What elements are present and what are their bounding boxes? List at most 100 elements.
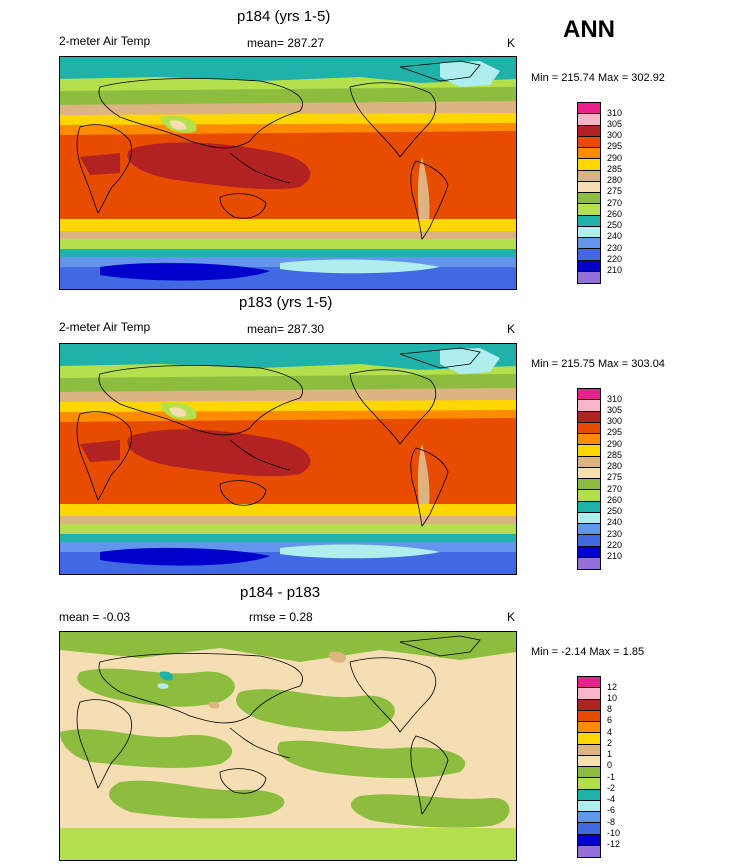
panel1-tick: 220 [607,254,623,264]
panel3-mean-label: mean = -0.03 [59,610,131,624]
panel1-map [59,56,517,290]
panel2-units: K [507,322,516,336]
panel2-swatch [578,400,600,412]
panel2-map [59,343,517,575]
panel3-tick: 1 [607,749,613,759]
panel2-tick: 275 [607,472,623,482]
panel3-swatch [578,733,600,745]
panel1-swatch [578,193,600,205]
panel2-swatch [578,512,600,524]
panel1-tick: 210 [607,265,623,275]
panel2-temperature-field [60,344,516,574]
panel2-tick: 270 [607,484,623,494]
panel2-swatch [578,501,600,513]
panel1-tick: 285 [607,164,623,174]
panel2-tick: 290 [607,439,623,449]
panel1-title: p184 (yrs 1-5) [237,8,331,25]
panel1-swatch [578,181,600,193]
panel3-swatch [578,755,600,767]
panel3-tick: 4 [607,727,613,737]
panel1-swatch [578,170,600,182]
panel2-tick: 300 [607,416,623,426]
panel1-tick: 260 [607,209,623,219]
panel3-swatch [578,823,600,835]
panel1-units: K [507,36,516,50]
panel2-tick: 305 [607,405,623,415]
panel3-swatch [578,778,600,790]
panel3-tick: 8 [607,704,613,714]
panel1-tick: 300 [607,130,623,140]
panel1-swatch [578,136,600,148]
panel2-swatch [578,490,600,502]
panel3-tick: -1 [607,772,616,782]
panel3-swatch [578,688,600,700]
panel3-tick: 10 [607,693,618,703]
panel1-tick: 275 [607,186,623,196]
panel3-swatch [578,699,600,711]
panel2-tick: 285 [607,450,623,460]
panel1-tick: 240 [607,231,623,241]
panel2-tick: 250 [607,506,623,516]
panel1-swatch [578,204,600,216]
panel3-difference-field [60,632,516,860]
season-label: ANN [563,16,615,43]
panel3-swatch [578,710,600,722]
panel2-minmax: Min = 215.75 Max = 303.04 [531,358,665,370]
panel2-swatch [578,445,600,457]
panel1-variable-label: 2-meter Air Temp [59,34,151,48]
panel3-map [59,631,517,861]
panel1-swatch [578,125,600,137]
panel2-swatch [578,467,600,479]
panel1-minmax: Min = 215.74 Max = 302.92 [531,72,665,84]
panel2-tick: 230 [607,529,623,539]
panel2-tick: 295 [607,427,623,437]
panel3-swatch [578,722,600,734]
panel3-tick: -8 [607,817,616,827]
panel1-swatch [578,114,600,126]
panel3-tick: -12 [607,839,621,849]
panel3-tick: -4 [607,794,616,804]
panel1-colorbar [577,102,601,284]
panel3-tick: -6 [607,805,616,815]
panel1-swatch [578,148,600,160]
panel3-swatch [578,767,600,779]
panel1-swatch [578,215,600,227]
panel2-swatch [578,557,600,569]
panel3-swatch [578,834,600,846]
panel1-mean-label: mean= 287.27 [247,36,325,50]
panel2-swatch [578,411,600,423]
panel1-tick: 280 [607,175,623,185]
panel2-tick: 240 [607,517,623,527]
panel2-mean-label: mean= 287.30 [247,322,325,336]
panel1-swatch [578,226,600,238]
panel3-rmse-label: rmse = 0.28 [249,610,313,624]
panel3-swatch [578,789,600,801]
panel3-swatch [578,812,600,824]
panel1-swatch [578,238,600,250]
panel3-swatch [578,845,600,857]
panel3-swatch [578,744,600,756]
panel2-swatch [578,535,600,547]
panel1-tick: 305 [607,119,623,129]
panel3-tick: -10 [607,828,621,838]
panel2-tick: 310 [607,394,623,404]
panel3-tick: 0 [607,760,613,770]
panel2-swatch [578,422,600,434]
panel3-title: p184 - p183 [240,584,321,601]
panel2-tick: 280 [607,461,623,471]
panel1-tick: 295 [607,141,623,151]
panel1-swatch [578,271,600,283]
panel2-tick: 210 [607,551,623,561]
panel1-temperature-field [60,57,516,289]
panel2-swatch [578,456,600,468]
panel1-swatch [578,249,600,261]
panel1-tick: 310 [607,108,623,118]
panel1-swatch [578,103,600,115]
panel2-swatch [578,434,600,446]
panel2-swatch [578,389,600,401]
panel3-tick: 2 [607,738,613,748]
panel2-swatch [578,479,600,491]
panel3-minmax: Min = -2.14 Max = 1.85 [531,646,645,658]
panel1-tick: 230 [607,243,623,253]
panel1-tick: 290 [607,153,623,163]
